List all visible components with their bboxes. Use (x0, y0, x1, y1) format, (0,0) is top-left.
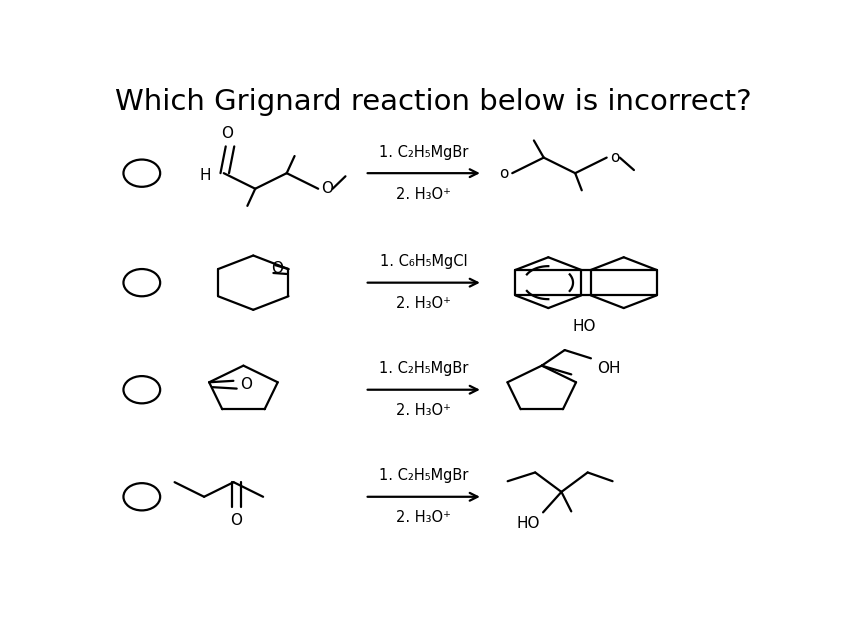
Text: 1. C₂H₅MgBr: 1. C₂H₅MgBr (379, 468, 469, 483)
Text: 1. C₆H₅MgCl: 1. C₆H₅MgCl (380, 254, 468, 269)
Text: O: O (321, 181, 333, 197)
Text: H: H (200, 167, 212, 183)
Text: O: O (272, 260, 283, 276)
Text: 1. C₂H₅MgBr: 1. C₂H₅MgBr (379, 361, 469, 376)
Text: 2. H₃O⁺: 2. H₃O⁺ (396, 511, 451, 525)
Text: 2. H₃O⁺: 2. H₃O⁺ (396, 403, 451, 418)
Text: HO: HO (516, 516, 540, 532)
Text: 2. H₃O⁺: 2. H₃O⁺ (396, 296, 451, 312)
Text: O: O (230, 513, 242, 528)
Text: Which Grignard reaction below is incorrect?: Which Grignard reaction below is incorre… (115, 88, 752, 116)
Text: o: o (500, 166, 509, 181)
Text: OH: OH (597, 361, 621, 375)
Text: O: O (221, 126, 233, 140)
Text: 1. C₂H₅MgBr: 1. C₂H₅MgBr (379, 145, 469, 159)
Text: HO: HO (573, 319, 596, 334)
Text: 2. H₃O⁺: 2. H₃O⁺ (396, 187, 451, 202)
Text: O: O (240, 377, 252, 392)
Text: o: o (610, 150, 619, 165)
